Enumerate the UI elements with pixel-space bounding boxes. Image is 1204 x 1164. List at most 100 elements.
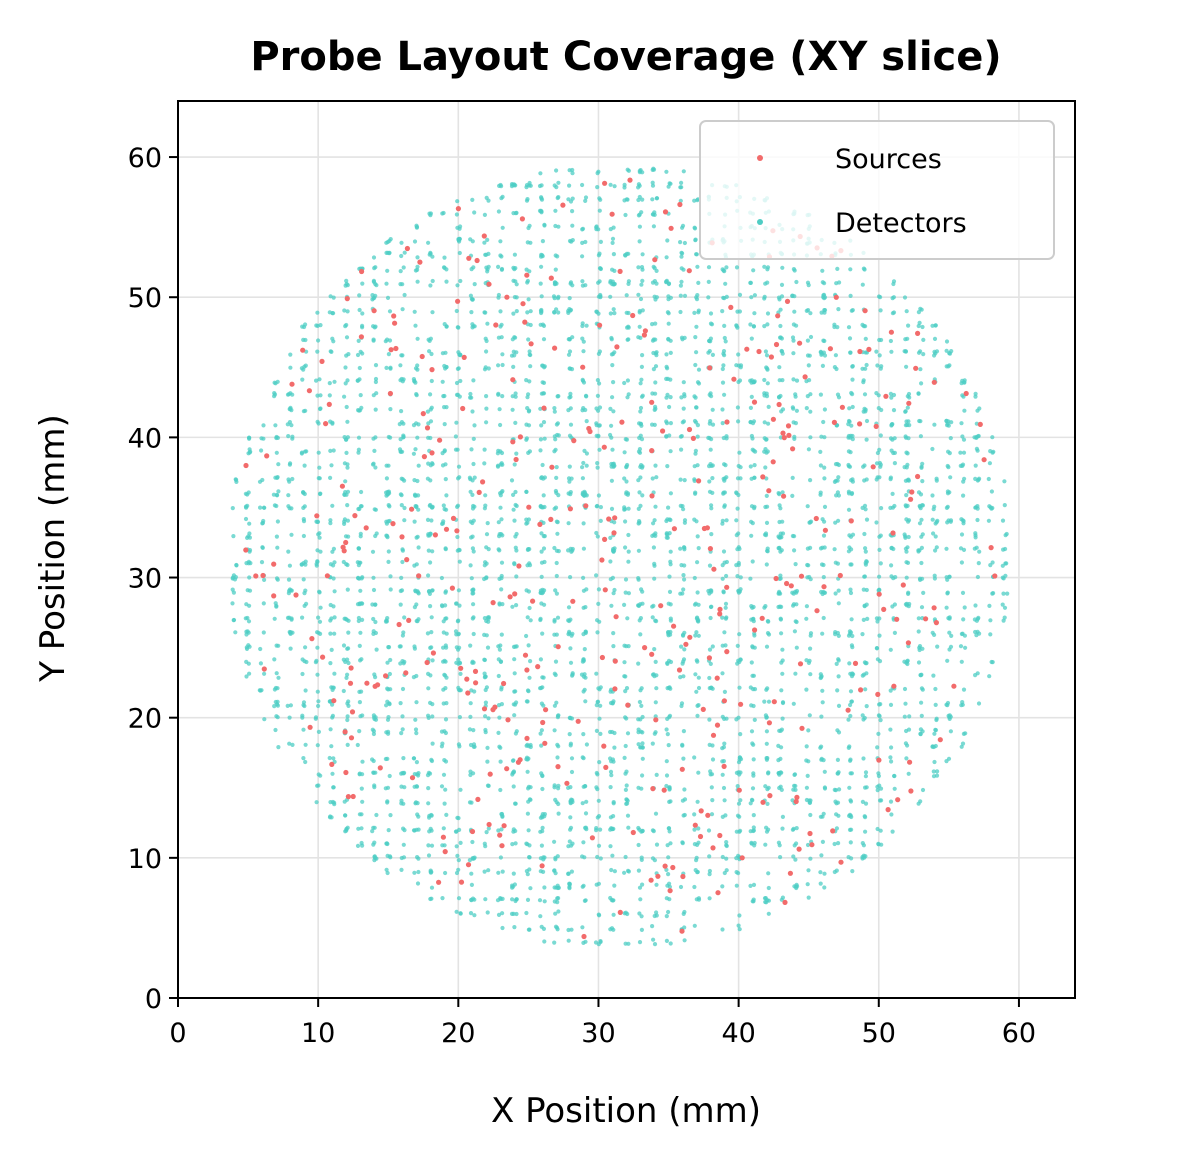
detector-point xyxy=(525,197,530,202)
detector-point xyxy=(512,518,517,523)
detector-point xyxy=(751,813,756,818)
detector-point xyxy=(639,437,645,442)
detector-point xyxy=(790,335,796,340)
source-point xyxy=(580,364,586,370)
detector-point xyxy=(694,420,699,425)
detector-point xyxy=(624,464,629,469)
source-point xyxy=(915,473,921,480)
detector-point xyxy=(820,363,826,368)
detector-point xyxy=(527,927,532,932)
detector-point xyxy=(484,830,489,835)
detector-point xyxy=(372,854,377,859)
detector-point xyxy=(889,448,894,453)
x-tick-label: 40 xyxy=(721,1018,755,1049)
detector-point xyxy=(399,253,404,259)
detector-point xyxy=(412,239,418,244)
detector-point xyxy=(664,914,669,919)
detector-point xyxy=(384,365,389,370)
detector-point xyxy=(636,449,642,454)
detector-point xyxy=(863,546,868,551)
source-point xyxy=(339,483,345,489)
detector-point xyxy=(528,309,533,314)
detector-point xyxy=(622,755,627,761)
detector-point xyxy=(848,267,853,272)
detector-point xyxy=(863,770,869,775)
detector-point xyxy=(415,801,420,806)
detector-point xyxy=(654,619,659,624)
detector-point xyxy=(608,535,613,541)
source-point xyxy=(293,592,299,598)
detector-point xyxy=(664,896,669,901)
detector-point xyxy=(595,393,601,398)
detector-point xyxy=(624,293,629,298)
detector-point xyxy=(552,183,557,188)
detector-point xyxy=(482,657,487,663)
detector-point xyxy=(357,700,362,705)
detector-point xyxy=(794,408,800,413)
detector-point xyxy=(581,689,586,694)
detector-point xyxy=(723,601,729,606)
source-point xyxy=(900,582,906,588)
detector-point xyxy=(373,376,379,382)
source-point xyxy=(393,345,399,352)
detector-point xyxy=(738,587,743,592)
detector-point xyxy=(652,407,657,412)
detector-point xyxy=(430,504,435,509)
detector-point xyxy=(440,379,445,384)
detector-point xyxy=(287,715,292,720)
detector-point xyxy=(554,168,559,173)
detector-point xyxy=(863,774,869,779)
detector-point xyxy=(356,563,361,568)
detector-point xyxy=(962,605,967,610)
source-point xyxy=(759,615,765,621)
detector-point xyxy=(892,436,897,441)
detector-point xyxy=(652,563,657,568)
detector-point xyxy=(388,587,393,592)
detector-point xyxy=(411,423,417,428)
detector-point xyxy=(430,702,435,707)
detector-point xyxy=(456,858,461,863)
detector-point xyxy=(921,590,926,596)
detector-point xyxy=(499,827,504,832)
detector-point xyxy=(693,451,698,456)
detector-point xyxy=(482,563,487,568)
detector-point xyxy=(626,941,631,946)
detector-point xyxy=(388,855,393,860)
detector-point xyxy=(316,729,321,735)
source-point xyxy=(785,423,792,429)
detector-point xyxy=(526,337,531,342)
detector-point xyxy=(766,885,771,891)
detector-point xyxy=(527,855,532,860)
detector-point xyxy=(595,815,600,820)
detector-point xyxy=(342,435,347,440)
detector-point xyxy=(399,376,404,382)
detector-point xyxy=(636,548,642,553)
detector-point xyxy=(328,518,333,523)
detector-point xyxy=(949,633,954,639)
detector-point xyxy=(624,769,629,774)
detector-point xyxy=(246,619,252,624)
detector-point xyxy=(595,854,600,860)
detector-point xyxy=(651,224,657,229)
detector-point xyxy=(570,171,575,176)
detector-point xyxy=(837,280,842,285)
detector-point xyxy=(457,559,462,564)
source-point xyxy=(522,652,529,658)
detector-point xyxy=(679,644,684,649)
detector-point xyxy=(721,759,727,764)
detector-point xyxy=(400,559,405,565)
source-point xyxy=(324,573,330,579)
detector-point xyxy=(541,420,547,425)
detector-point xyxy=(372,783,377,788)
detector-point xyxy=(932,759,937,765)
detector-point xyxy=(946,518,951,523)
source-point xyxy=(329,761,335,768)
detector-point xyxy=(780,490,785,495)
detector-point xyxy=(919,560,924,566)
detector-point xyxy=(332,615,337,620)
detector-point xyxy=(720,854,725,860)
source-point xyxy=(642,645,648,651)
detector-point xyxy=(680,420,685,425)
detector-point xyxy=(442,507,447,512)
detector-point xyxy=(429,630,434,635)
